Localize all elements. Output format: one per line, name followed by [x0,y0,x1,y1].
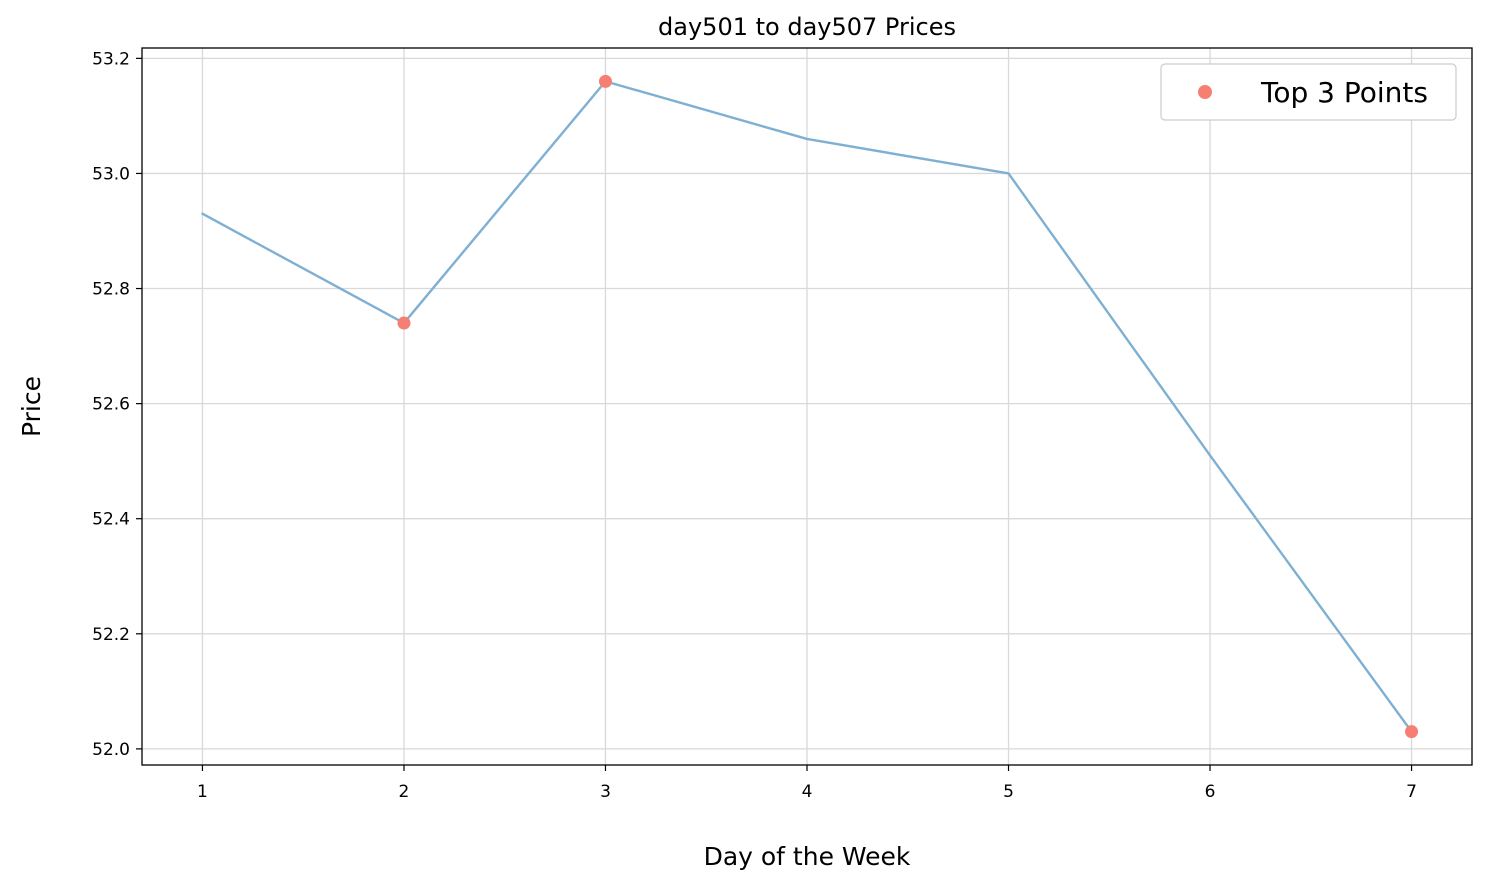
x-tick-label: 3 [600,782,611,802]
y-tick-label: 52.4 [92,510,130,530]
highlighted-point [397,316,411,330]
y-tick-label: 52.8 [92,280,130,300]
x-tick-label: 5 [1003,782,1014,802]
highlighted-point [1405,725,1419,739]
chart-title: day501 to day507 Prices [658,13,956,41]
x-tick-label: 4 [802,782,813,802]
legend: Top 3 Points [1160,63,1457,121]
highlighted-points [397,74,1419,739]
legend-marker [1198,85,1212,99]
y-tick-label: 53.0 [92,164,130,184]
x-tick-label: 7 [1406,782,1417,802]
y-tick-label: 52.0 [92,740,130,760]
x-tick-label: 2 [399,782,410,802]
x-tick-label: 1 [197,782,208,802]
grid-lines [142,48,1472,765]
legend-box [1160,63,1457,121]
x-axis-label: Day of the Week [704,842,911,871]
y-tick-label: 52.6 [92,395,130,415]
legend-label: Top 3 Points [1260,76,1428,109]
y-tick-label: 52.2 [92,625,130,645]
y-axis-label: Price [17,376,46,437]
axis-ticks: 1 2 3 4 5 6 7 52.0 52.2 52.4 52.6 52.8 53.0 53.2 [92,49,1417,802]
y-tick-label: 53.2 [92,49,130,69]
highlighted-point [598,74,612,88]
x-tick-label: 6 [1205,782,1216,802]
